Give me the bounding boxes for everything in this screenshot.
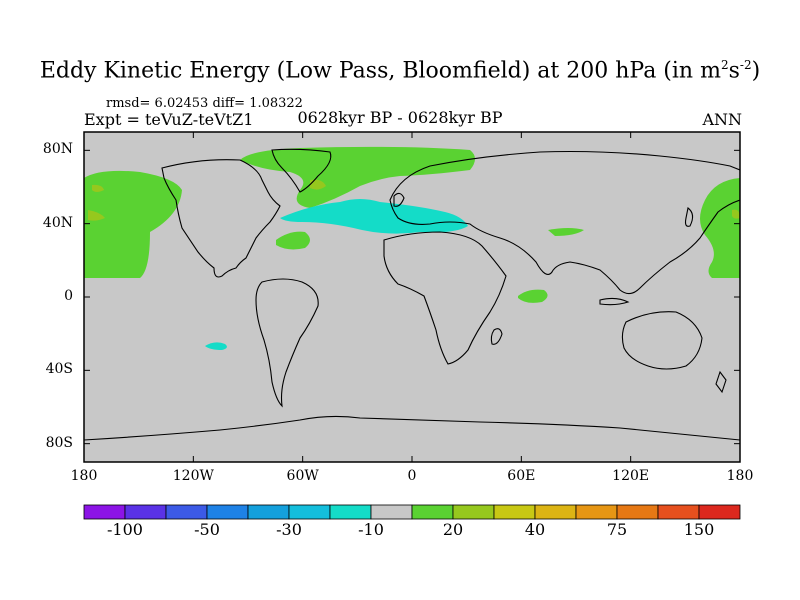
stats-text: rmsd= 6.02453 diff= 1.08322: [106, 96, 303, 111]
experiment-label: Expt = teVuZ-teVtZ1: [84, 110, 254, 129]
colorbar-swatch: [657, 504, 700, 520]
lat-tick-label: 40N: [42, 214, 73, 231]
anomaly-region: [88, 210, 105, 221]
africa-coast: [383, 231, 507, 365]
anomaly-region: [280, 199, 468, 234]
eurasia-coast: [389, 150, 740, 295]
coastlines: [84, 148, 740, 441]
colorbar-label: -10: [358, 520, 384, 539]
colorbar-swatch: [288, 504, 331, 520]
lat-tick-label: 40S: [45, 361, 73, 378]
anomaly-region: [92, 184, 104, 192]
colorbar-label: 20: [442, 520, 464, 539]
australia-coast: [621, 311, 703, 370]
madagascar-coast: [490, 328, 503, 345]
period-label: 0628kyr BP - 0628kyr BP: [297, 108, 503, 127]
colorbar-swatch: [452, 504, 495, 520]
lon-tick-label: 120W: [172, 468, 214, 484]
axis-ticks: [83, 132, 741, 462]
colorbar-label: 150: [683, 520, 715, 539]
japan-coast: [684, 207, 694, 227]
colorbar-swatch: [83, 504, 126, 520]
colorbar-swatch: [616, 504, 659, 520]
colorbar-swatch: [698, 504, 741, 520]
colorbar-swatch: [165, 504, 208, 520]
colorbar-swatch: [329, 504, 372, 520]
south-america-coast: [255, 278, 319, 408]
anomaly-region: [205, 342, 227, 350]
north-america-coast: [161, 159, 281, 278]
lon-tick-label: 180: [70, 468, 98, 484]
map-background: [84, 132, 740, 462]
anomaly-region: [548, 228, 584, 236]
colorbar-label: 75: [606, 520, 628, 539]
anomaly-region: [732, 209, 740, 219]
colorbar-swatch: [493, 504, 536, 520]
colorbar-swatch: [206, 504, 249, 520]
lon-tick-label: 0: [407, 468, 417, 484]
colorbar-label: -100: [107, 520, 143, 539]
lon-tick-label: 60E: [507, 468, 536, 484]
colorbar-swatch: [411, 504, 454, 520]
uk-coast: [393, 192, 405, 207]
lat-tick-label: 80S: [45, 434, 73, 451]
colorbar-label: -50: [194, 520, 220, 539]
colorbar-swatch: [575, 504, 618, 520]
antarctica-coast: [84, 415, 740, 441]
season-label: ANN: [702, 110, 742, 129]
colorbar-label: -30: [276, 520, 302, 539]
lon-tick-label: 120E: [612, 468, 650, 484]
lon-tick-label: 60W: [286, 468, 319, 484]
new-zealand-coast: [715, 370, 727, 394]
indonesia-coast: [599, 297, 630, 306]
anomaly-layer: [84, 146, 740, 350]
lat-tick-label: 80N: [42, 141, 73, 158]
plot-title: Eddy Kinetic Energy (Low Pass, Bloomfiel…: [39, 58, 761, 84]
colorbar-swatch: [534, 504, 577, 520]
anomaly-region: [310, 179, 326, 190]
colorbar-swatch: [247, 504, 290, 520]
anomaly-region: [276, 231, 310, 250]
anomaly-region: [518, 289, 548, 303]
colorbar-label: 40: [524, 520, 546, 539]
anomaly-region: [700, 178, 740, 278]
colorbar: [83, 504, 741, 520]
anomaly-region: [84, 170, 182, 278]
colorbar-swatch: [124, 504, 167, 520]
colorbar-swatch: [370, 504, 413, 520]
lat-tick-label: 0: [64, 288, 73, 304]
greenland-coast: [271, 148, 332, 193]
anomaly-region: [240, 146, 475, 208]
lon-tick-label: 180: [726, 468, 754, 484]
